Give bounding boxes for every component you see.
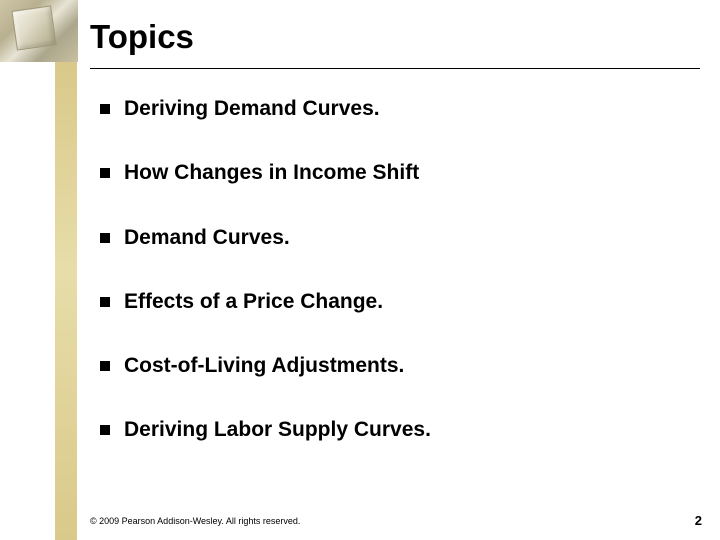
corner-photo-decoration (0, 0, 78, 62)
bullet-item: Demand Curves. (100, 225, 680, 251)
bullet-text: Effects of a Price Change. (124, 289, 383, 315)
left-stripe-decoration (55, 0, 77, 540)
bullet-item: Effects of a Price Change. (100, 289, 680, 315)
bullet-text: Deriving Demand Curves. (124, 96, 380, 122)
bullet-item: Deriving Demand Curves. (100, 96, 680, 122)
square-bullet-icon (100, 104, 110, 114)
bullet-item: Cost-of-Living Adjustments. (100, 353, 680, 379)
bullet-text: Demand Curves. (124, 225, 290, 251)
copyright-text: © 2009 Pearson Addison-Wesley. All right… (90, 516, 300, 526)
square-bullet-icon (100, 168, 110, 178)
bullet-item: Deriving Labor Supply Curves. (100, 417, 680, 443)
bullet-item: How Changes in Income Shift (100, 160, 680, 186)
bullet-text: How Changes in Income Shift (124, 160, 419, 186)
square-bullet-icon (100, 297, 110, 307)
bullet-list: Deriving Demand Curves. How Changes in I… (100, 96, 680, 482)
page-number: 2 (695, 513, 702, 528)
title-underline (90, 68, 700, 69)
square-bullet-icon (100, 361, 110, 371)
slide-title: Topics (90, 18, 194, 56)
bullet-text: Cost-of-Living Adjustments. (124, 353, 404, 379)
glass-cube-icon (11, 5, 56, 50)
slide: Topics Deriving Demand Curves. How Chang… (0, 0, 720, 540)
square-bullet-icon (100, 425, 110, 435)
bullet-text: Deriving Labor Supply Curves. (124, 417, 431, 443)
square-bullet-icon (100, 233, 110, 243)
